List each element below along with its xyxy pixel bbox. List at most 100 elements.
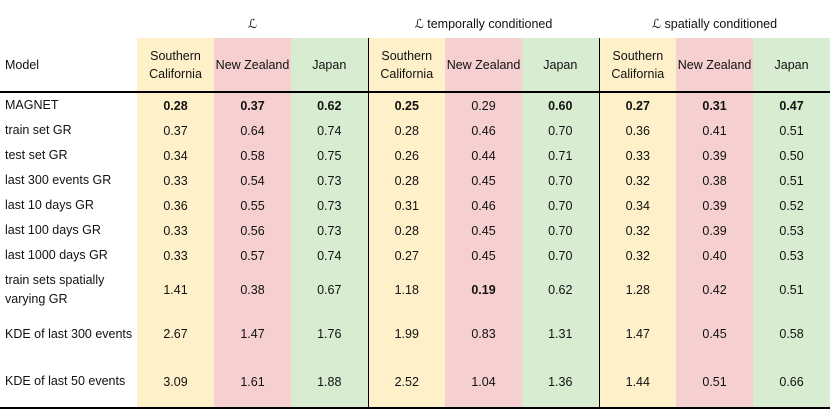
- value-cell: 0.70: [522, 193, 600, 218]
- value-cell: 2.67: [137, 312, 214, 356]
- value-cell: 0.51: [676, 356, 754, 409]
- value-cell: 0.50: [753, 143, 830, 168]
- model-name-cell: last 100 days GR: [5, 223, 101, 237]
- value-cell: 0.83: [445, 312, 523, 356]
- value-cell: 0.73: [291, 218, 369, 243]
- value-cell: 0.32: [599, 218, 677, 243]
- value-cell: 0.41: [676, 118, 754, 143]
- value-cell: 0.53: [753, 243, 830, 268]
- value-cell: 0.57: [214, 243, 291, 268]
- value-cell: 0.19: [445, 268, 523, 312]
- value-cell: 1.61: [214, 356, 291, 409]
- value-cell: 0.60: [522, 91, 600, 118]
- region-header: New Zealand: [445, 38, 523, 93]
- value-cell: 0.33: [137, 243, 214, 268]
- table-row: train sets spatially varying GR 1.41 0.38 0…: [0, 268, 830, 312]
- value-cell: 0.26: [368, 143, 446, 168]
- value-cell: 0.28: [137, 91, 214, 118]
- value-cell: 0.28: [368, 168, 446, 193]
- table-row: MAGNET 0.28 0.37 0.62 0.25 0.29 0.60 0.27 0.31 0.…: [0, 91, 830, 118]
- table-row: last 100 days GR 0.33 0.56 0.73 0.28 0.45 0.70…: [0, 218, 830, 243]
- value-cell: 1.99: [368, 312, 446, 356]
- value-cell: 0.36: [137, 193, 214, 218]
- table-row: KDE of last 50 events 3.09 1.61 1.88 2.52 1.0…: [0, 356, 830, 409]
- value-cell: 0.58: [753, 312, 830, 356]
- group-header-temporal: ℒ temporally conditioned: [414, 17, 553, 31]
- results-table: ℒ ℒ temporally conditioned ℒ spatially c…: [0, 9, 830, 409]
- value-cell: 1.47: [214, 312, 291, 356]
- value-cell: 1.76: [291, 312, 369, 356]
- model-name-cell: KDE of last 50 events: [0, 356, 137, 409]
- value-cell: 0.66: [753, 356, 830, 409]
- value-cell: 0.46: [445, 118, 523, 143]
- value-cell: 0.53: [753, 218, 830, 243]
- value-cell: 0.74: [291, 118, 369, 143]
- value-cell: 1.88: [291, 356, 369, 409]
- value-cell: 0.37: [214, 91, 291, 118]
- value-cell: 0.56: [214, 218, 291, 243]
- value-cell: 0.71: [522, 143, 600, 168]
- value-cell: 1.04: [445, 356, 523, 409]
- table-row: last 1000 days GR 0.33 0.57 0.74 0.27 0.45 0.7…: [0, 243, 830, 268]
- value-cell: 0.45: [445, 243, 523, 268]
- value-cell: 0.45: [445, 168, 523, 193]
- value-cell: 1.18: [368, 268, 446, 312]
- value-cell: 1.28: [599, 268, 677, 312]
- value-cell: 0.51: [753, 268, 830, 312]
- value-cell: 0.55: [214, 193, 291, 218]
- value-cell: 0.38: [214, 268, 291, 312]
- region-header: Southern California: [368, 38, 446, 93]
- value-cell: 0.27: [368, 243, 446, 268]
- value-cell: 0.33: [137, 168, 214, 193]
- value-cell: 0.75: [291, 143, 369, 168]
- value-cell: 0.51: [753, 118, 830, 143]
- value-cell: 0.70: [522, 243, 600, 268]
- model-name-cell: test set GR: [5, 148, 68, 162]
- group-header-spatial: ℒ spatially conditioned: [652, 17, 778, 31]
- value-cell: 0.28: [368, 218, 446, 243]
- group-header-loss: ℒ: [248, 17, 258, 31]
- region-header: New Zealand: [214, 38, 291, 93]
- model-name-cell: train set GR: [5, 123, 72, 137]
- value-cell: 0.25: [368, 91, 446, 118]
- empty-corner: [0, 9, 137, 38]
- model-name-cell: KDE of last 300 events: [5, 326, 133, 341]
- model-column-header: Model: [0, 38, 137, 93]
- table-row: train set GR 0.37 0.64 0.74 0.28 0.46 0.70 0.36…: [0, 118, 830, 143]
- value-cell: 0.32: [599, 168, 677, 193]
- value-cell: 0.39: [676, 193, 754, 218]
- value-cell: 0.62: [291, 91, 369, 118]
- model-name-cell: MAGNET: [0, 91, 137, 118]
- value-cell: 0.73: [291, 193, 369, 218]
- value-cell: 0.67: [291, 268, 369, 312]
- results-table-body: MAGNET 0.28 0.37 0.62 0.25 0.29 0.60 0.27 0.31 0.…: [0, 91, 830, 409]
- value-cell: 0.34: [599, 193, 677, 218]
- value-cell: 0.33: [599, 143, 677, 168]
- value-cell: 3.09: [137, 356, 214, 409]
- region-header: Japan: [522, 38, 600, 93]
- value-cell: 1.47: [599, 312, 677, 356]
- value-cell: 0.39: [676, 143, 754, 168]
- value-cell: 1.31: [522, 312, 600, 356]
- value-cell: 0.46: [445, 193, 523, 218]
- value-cell: 0.45: [445, 218, 523, 243]
- region-header-row: Model Southern California New Zealand Ja…: [0, 38, 830, 93]
- region-header: Southern California: [137, 38, 214, 93]
- value-cell: 0.36: [599, 118, 677, 143]
- value-cell: 0.31: [368, 193, 446, 218]
- value-cell: 1.36: [522, 356, 600, 409]
- value-cell: 0.45: [676, 312, 754, 356]
- value-cell: 0.28: [368, 118, 446, 143]
- value-cell: 0.64: [214, 118, 291, 143]
- region-header: Japan: [291, 38, 369, 93]
- value-cell: 0.39: [676, 218, 754, 243]
- value-cell: 0.32: [599, 243, 677, 268]
- region-header: Japan: [753, 38, 830, 93]
- value-cell: 0.44: [445, 143, 523, 168]
- value-cell: 0.54: [214, 168, 291, 193]
- value-cell: 0.38: [676, 168, 754, 193]
- value-cell: 0.40: [676, 243, 754, 268]
- value-cell: 0.29: [445, 91, 523, 118]
- value-cell: 0.51: [753, 168, 830, 193]
